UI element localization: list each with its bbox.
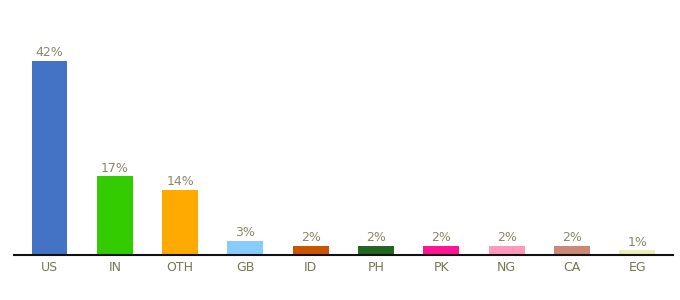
Text: 14%: 14% xyxy=(166,176,194,188)
Bar xyxy=(293,246,328,255)
Bar xyxy=(97,176,133,255)
Bar xyxy=(162,190,198,255)
Text: 3%: 3% xyxy=(235,226,256,239)
Bar xyxy=(554,246,590,255)
Bar xyxy=(489,246,525,255)
Bar xyxy=(619,250,656,255)
Text: 17%: 17% xyxy=(101,162,129,175)
Bar xyxy=(424,246,459,255)
Bar xyxy=(358,246,394,255)
Text: 2%: 2% xyxy=(496,231,517,244)
Text: 42%: 42% xyxy=(35,46,63,59)
Text: 1%: 1% xyxy=(628,236,647,248)
Text: 2%: 2% xyxy=(431,231,452,244)
Text: 2%: 2% xyxy=(301,231,321,244)
Bar xyxy=(228,241,263,255)
Text: 2%: 2% xyxy=(366,231,386,244)
Text: 2%: 2% xyxy=(562,231,582,244)
Bar xyxy=(31,61,67,255)
